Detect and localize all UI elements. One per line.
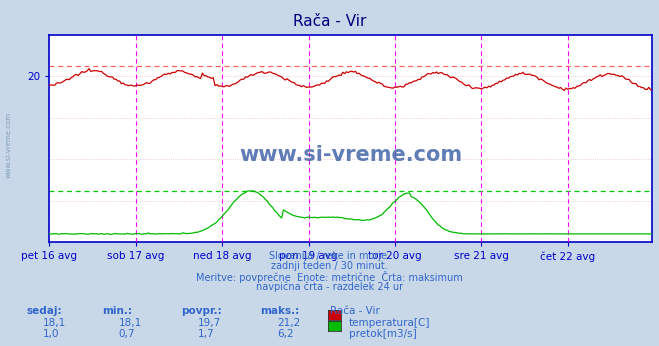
Text: zadnji teden / 30 minut.: zadnji teden / 30 minut. [271,261,388,271]
Text: 18,1: 18,1 [43,318,66,328]
Text: temperatura[C]: temperatura[C] [349,318,430,328]
Text: 19,7: 19,7 [198,318,221,328]
Text: 21,2: 21,2 [277,318,300,328]
Text: 1,0: 1,0 [43,329,59,339]
Text: 1,7: 1,7 [198,329,214,339]
Text: sedaj:: sedaj: [26,306,62,316]
Text: maks.:: maks.: [260,306,300,316]
Text: pretok[m3/s]: pretok[m3/s] [349,329,416,339]
Text: 0,7: 0,7 [119,329,135,339]
Text: navpična črta - razdelek 24 ur: navpična črta - razdelek 24 ur [256,281,403,292]
Text: www.si-vreme.com: www.si-vreme.com [239,145,463,165]
Text: Rača - Vir: Rača - Vir [293,14,366,29]
Text: min.:: min.: [102,306,132,316]
Text: Meritve: povprečne  Enote: metrične  Črta: maksimum: Meritve: povprečne Enote: metrične Črta:… [196,271,463,283]
Text: 6,2: 6,2 [277,329,293,339]
Text: 18,1: 18,1 [119,318,142,328]
Text: Slovenija / reke in morje.: Slovenija / reke in morje. [269,251,390,261]
Text: povpr.:: povpr.: [181,306,222,316]
Text: Rača - Vir: Rača - Vir [330,306,380,316]
Text: www.si-vreme.com: www.si-vreme.com [5,112,11,179]
